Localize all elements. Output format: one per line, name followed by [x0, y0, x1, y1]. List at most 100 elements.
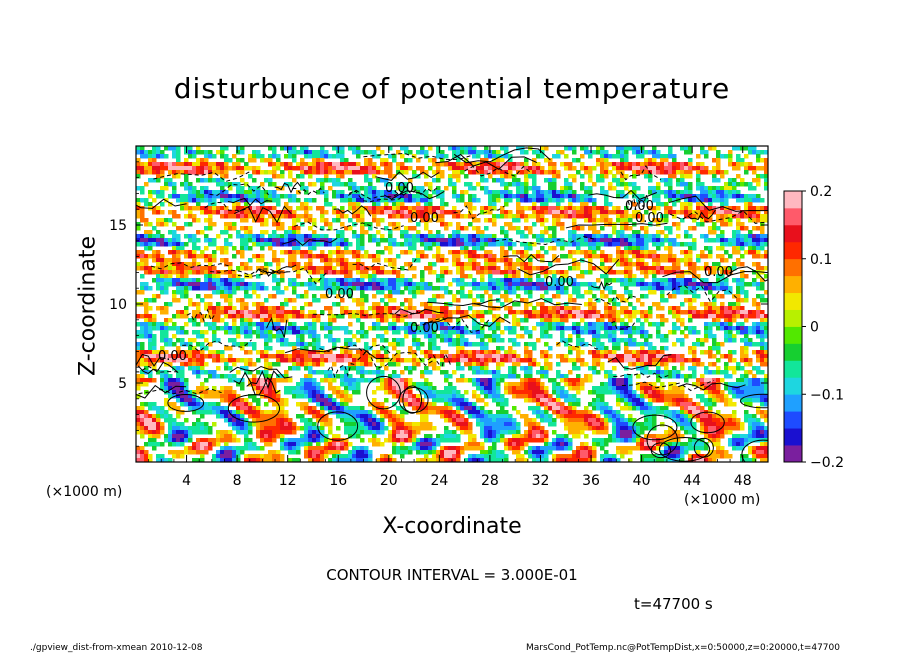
field-cell [480, 150, 485, 155]
field-cell [420, 310, 425, 315]
field-cell [428, 282, 433, 287]
field-cell [324, 266, 329, 271]
field-cell [152, 338, 157, 343]
field-cell [720, 222, 725, 227]
field-cell [356, 250, 361, 255]
field-cell [600, 322, 605, 327]
field-cell [240, 170, 245, 175]
field-cell [272, 250, 277, 255]
field-cell [452, 190, 457, 195]
field-cell [632, 182, 637, 187]
field-cell [384, 226, 389, 231]
field-cell [208, 210, 213, 215]
field-cell [360, 230, 365, 235]
field-cell [492, 206, 497, 211]
field-cell [412, 194, 417, 199]
field-cell [268, 178, 273, 183]
field-cell [484, 186, 489, 191]
field-cell [760, 314, 765, 319]
field-cell [244, 238, 249, 243]
field-cell [544, 318, 549, 323]
field-cell [464, 214, 469, 219]
field-cell [604, 254, 609, 259]
field-cell [364, 198, 369, 203]
field-cell [512, 274, 517, 279]
field-cell [592, 202, 597, 207]
field-cell [248, 334, 253, 339]
field-cell [604, 278, 609, 283]
field-cell [420, 326, 425, 331]
y-axis-unit: (×1000 m) [46, 484, 123, 500]
field-cell [336, 210, 341, 215]
field-cell [464, 234, 469, 239]
field-cell [496, 158, 501, 163]
field-cell [192, 246, 197, 251]
field-cell [356, 246, 361, 251]
field-cell [648, 282, 653, 287]
field-cell [396, 318, 401, 323]
field-cell [528, 258, 533, 263]
field-cell [484, 258, 489, 263]
field-cell [488, 198, 493, 203]
field-cell [688, 282, 693, 287]
field-cell [568, 278, 573, 283]
field-cell [392, 242, 397, 247]
field-cell [316, 178, 321, 183]
field-cell [572, 346, 577, 351]
field-cell [728, 338, 733, 343]
field-cell [708, 266, 713, 271]
field-cell [384, 338, 389, 343]
field-cell [424, 150, 429, 155]
field-cell [712, 198, 717, 203]
field-cell [424, 182, 429, 187]
field-cell [740, 310, 745, 315]
field-cell [708, 226, 713, 231]
field-cell [260, 258, 265, 263]
field-cell [396, 170, 401, 175]
field-cell [740, 222, 745, 227]
field-cell [388, 154, 393, 159]
field-cell [720, 202, 725, 207]
field-cell [168, 194, 173, 199]
field-cell [668, 182, 673, 187]
field-cell [724, 238, 729, 243]
field-cell [424, 322, 429, 327]
field-cell [464, 342, 469, 347]
field-cell [336, 214, 341, 219]
field-cell [668, 258, 673, 263]
field-cell [248, 166, 253, 171]
field-cell [200, 170, 205, 175]
field-cell [172, 242, 177, 247]
field-cell [624, 286, 629, 291]
field-cell [568, 186, 573, 191]
field-cell [700, 182, 705, 187]
field-cell [504, 258, 509, 263]
field-cell [732, 278, 737, 283]
field-cell [260, 310, 265, 315]
field-cell [576, 346, 581, 351]
field-cell [416, 282, 421, 287]
field-cell [736, 250, 741, 255]
field-cell [732, 326, 737, 331]
field-cell [604, 302, 609, 307]
field-cell [224, 166, 229, 171]
field-cell [764, 186, 768, 191]
field-cell [528, 214, 533, 219]
field-cell [408, 326, 413, 331]
field-cell [428, 246, 433, 251]
field-cell [740, 238, 745, 243]
field-cell [236, 166, 241, 171]
field-cell [160, 330, 165, 335]
field-cell [676, 162, 681, 167]
field-cell [636, 250, 641, 255]
field-cell [536, 186, 541, 191]
field-cell [352, 282, 357, 287]
field-cell [376, 206, 381, 211]
field-cell [220, 178, 225, 183]
field-cell [460, 262, 465, 267]
field-cell [588, 198, 593, 203]
field-cell [684, 186, 689, 191]
field-cell [740, 162, 745, 167]
field-cell [416, 206, 421, 211]
field-cell [316, 190, 321, 195]
